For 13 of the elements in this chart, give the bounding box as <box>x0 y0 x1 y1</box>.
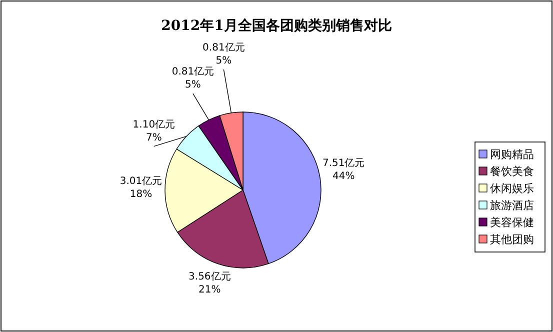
legend-label: 网购精品 <box>490 148 534 161</box>
data-label: 7.51亿元 44% <box>322 158 365 182</box>
chart-title: 2012年1月全国各团购类别销售对比 <box>161 18 392 34</box>
legend-label: 美容保健 <box>490 216 534 229</box>
data-label: 1.10亿元 7% <box>132 119 176 144</box>
data-label: 3.56亿元 21% <box>188 271 231 296</box>
legend-label: 休闲娱乐 <box>490 182 534 195</box>
legend-label: 餐饮美食 <box>490 165 534 178</box>
data-label: 0.81亿元 5% <box>172 66 214 91</box>
data-label: 3.01亿元 18% <box>120 176 162 200</box>
legend-label: 旅游酒店 <box>490 199 534 212</box>
legend-label: 其他团购 <box>490 233 534 246</box>
data-label: 0.81亿元 5% <box>202 42 245 66</box>
